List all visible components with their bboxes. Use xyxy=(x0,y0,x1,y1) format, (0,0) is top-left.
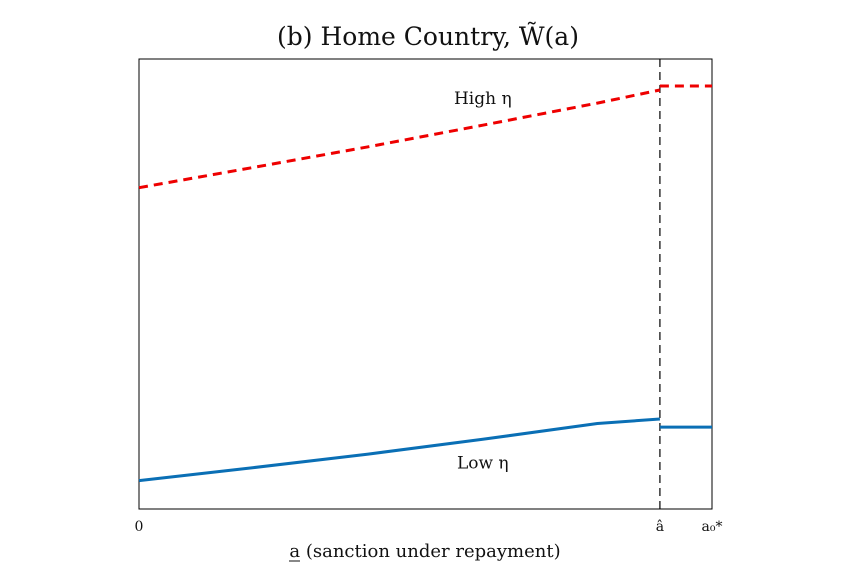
plot-frame xyxy=(138,58,713,510)
plot-area: High η Low η xyxy=(138,59,712,509)
annotation-0: High η xyxy=(454,89,512,109)
x-tick-label-0: 0 xyxy=(135,519,144,535)
series-0-segment-0 xyxy=(138,88,661,190)
x-axis-label: a (sanction under repayment) xyxy=(289,541,560,562)
x-tick-label-1: â xyxy=(656,519,664,535)
x-axis: 0 â a₀* xyxy=(135,519,723,535)
series-1-segment-0 xyxy=(138,417,661,483)
chart-title: (b) Home Country, W̃(a) xyxy=(277,22,579,51)
x-tick-label-2: a₀* xyxy=(702,519,723,535)
annotation-1: Low η xyxy=(457,454,509,474)
